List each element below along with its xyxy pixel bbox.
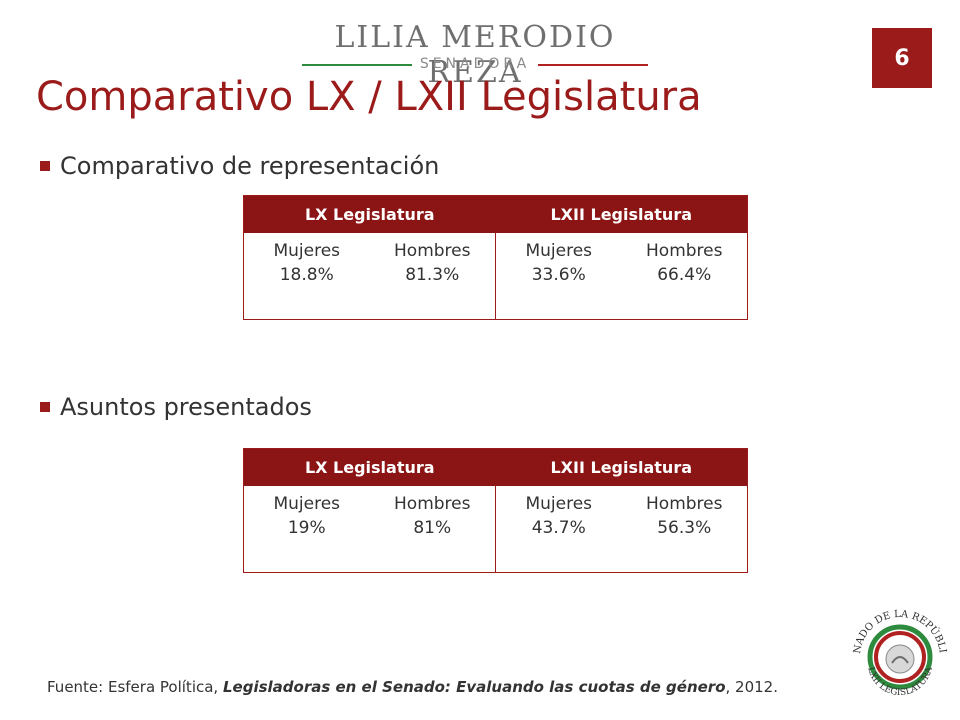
value-hombres: 81.3% (405, 265, 460, 285)
logo-subtitle: SENADORA (419, 56, 531, 72)
sub-hombres: Hombres 56.3% (622, 492, 748, 572)
table-asuntos: LX Legislatura LXII Legislatura Mujeres … (243, 448, 748, 573)
bullet-square-icon (40, 161, 50, 171)
value-hombres: 56.3% (657, 518, 712, 538)
value-mujeres: 33.6% (531, 265, 586, 285)
value-hombres: 66.4% (657, 265, 712, 285)
table-body: Mujeres 18.8% Hombres 81.3% Mujeres 33.6… (244, 233, 747, 319)
sub-mujeres: Mujeres 19% (244, 492, 370, 572)
source-suffix: , 2012. (725, 678, 778, 696)
source-prefix: Fuente: Esfera Política, (47, 678, 223, 696)
cell-lx: Mujeres 19% Hombres 81% (244, 486, 495, 572)
sub-hombres: Hombres 81% (370, 492, 496, 572)
sub-mujeres: Mujeres 43.7% (496, 492, 622, 572)
label-hombres: Hombres (394, 494, 471, 514)
table-header: LX Legislatura LXII Legislatura (244, 196, 747, 233)
slide-title: Comparativo LX / LXII Legislatura (36, 74, 702, 120)
value-mujeres: 19% (287, 518, 326, 538)
value-mujeres: 43.7% (531, 518, 586, 538)
table-header: LX Legislatura LXII Legislatura (244, 449, 747, 486)
logo-line-green (302, 64, 412, 66)
bullet-asuntos: Asuntos presentados (40, 393, 312, 421)
sub-mujeres: Mujeres 33.6% (496, 239, 622, 319)
value-hombres: 81% (413, 518, 452, 538)
logo-name: LILIA MERODIO REZA (334, 20, 616, 90)
label-hombres: Hombres (646, 494, 723, 514)
senator-logo: LILIA MERODIO REZA SENADORA (290, 20, 660, 90)
label-hombres: Hombres (646, 241, 723, 261)
sub-hombres: Hombres 66.4% (622, 239, 748, 319)
label-mujeres: Mujeres (525, 494, 593, 514)
bullet-square-icon (40, 402, 50, 412)
label-mujeres: Mujeres (525, 241, 593, 261)
sub-mujeres: Mujeres 18.8% (244, 239, 370, 319)
cell-lxii: Mujeres 33.6% Hombres 66.4% (495, 233, 747, 319)
label-hombres: Hombres (394, 241, 471, 261)
cell-lx: Mujeres 18.8% Hombres 81.3% (244, 233, 495, 319)
cell-lxii: Mujeres 43.7% Hombres 56.3% (495, 486, 747, 572)
logo-line-red (538, 64, 648, 66)
senate-seal-icon: SENADO DE LA REPÚBLICA LXII LEGISLATURA (846, 603, 948, 698)
bullet-text: Comparativo de representación (60, 152, 440, 180)
label-mujeres: Mujeres (273, 241, 341, 261)
table-representacion: LX Legislatura LXII Legislatura Mujeres … (243, 195, 748, 320)
source-citation: Fuente: Esfera Política, Legisladoras en… (47, 677, 837, 698)
source-title: Legisladoras en el Senado: Evaluando las… (222, 678, 726, 696)
value-mujeres: 18.8% (279, 265, 334, 285)
header-lxii: LXII Legislatura (550, 458, 693, 477)
bullet-representacion: Comparativo de representación (40, 152, 439, 180)
header-lx: LX Legislatura (304, 458, 435, 477)
bullet-text: Asuntos presentados (60, 393, 312, 421)
page-number-badge: 6 (872, 28, 932, 88)
label-mujeres: Mujeres (273, 494, 341, 514)
header-lxii: LXII Legislatura (550, 205, 693, 224)
header-lx: LX Legislatura (304, 205, 435, 224)
table-body: Mujeres 19% Hombres 81% Mujeres 43.7% Ho… (244, 486, 747, 572)
sub-hombres: Hombres 81.3% (370, 239, 496, 319)
